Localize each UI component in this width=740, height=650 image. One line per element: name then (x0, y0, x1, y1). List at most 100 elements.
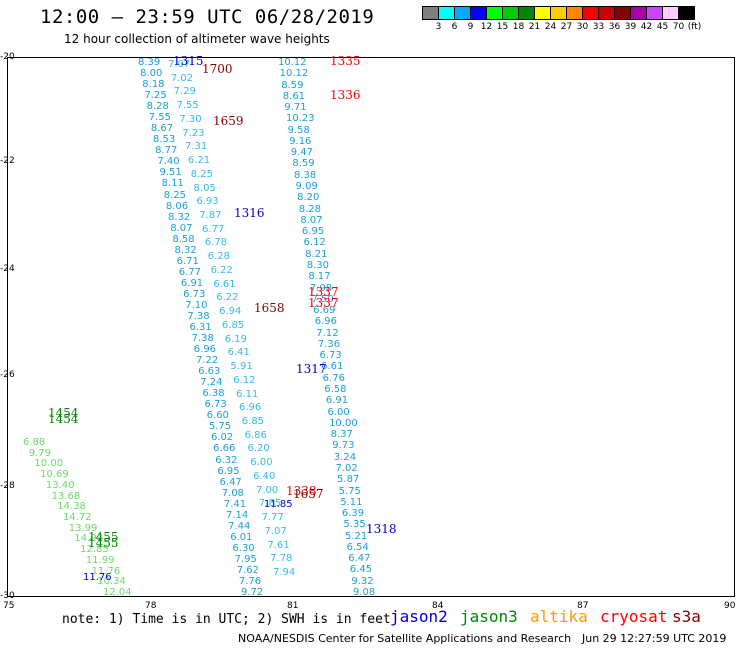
wave-height-value: 7.55 (176, 100, 199, 112)
color-scale-label: 36 (608, 22, 621, 32)
color-swatch (470, 6, 487, 20)
color-scale-label: 42 (640, 22, 653, 32)
wave-height-value: 10.00 (34, 458, 64, 470)
pass-number-label: 1657 (293, 487, 324, 501)
wave-height-value: 6.91 (180, 277, 204, 289)
color-scale-label: 12 (480, 22, 493, 32)
wave-height-value: 6.00 (327, 406, 350, 418)
wave-height-value: 6.01 (230, 531, 253, 543)
wave-height-value: 8.07 (300, 214, 323, 226)
pass-number-label: 1454 (48, 412, 79, 426)
wave-height-value: 8.32 (174, 244, 197, 256)
wave-height-value: 9.79 (28, 447, 51, 459)
wave-height-value: 6.40 (253, 470, 276, 482)
wave-height-value: 6.69 (313, 305, 336, 317)
wave-height-value: 7.14 (225, 509, 249, 521)
wave-height-value: 6.45 (349, 564, 373, 576)
wave-height-value: 11.99 (85, 554, 115, 566)
wave-height-value: 6.60 (206, 410, 229, 422)
wave-height-value: 6.19 (224, 333, 248, 345)
wave-height-value: 6.91 (325, 395, 349, 407)
wave-height-value: 9.51 (159, 167, 182, 179)
color-scale-label: 33 (592, 22, 605, 32)
wave-height-value: 7.98 (309, 282, 333, 294)
pass-number-label: 1658 (254, 301, 285, 315)
wave-height-value: 7.02 (335, 462, 358, 474)
wave-height-value: 11.76 (83, 572, 112, 583)
wave-height-value: 7.25 (144, 90, 167, 102)
color-scale-label: 27 (560, 22, 573, 32)
color-swatch (534, 6, 551, 20)
wave-height-value: 6.22 (216, 292, 239, 304)
wave-height-value: 5.87 (337, 474, 360, 486)
color-swatch (550, 6, 567, 20)
wave-height-value: 9.71 (284, 102, 307, 114)
wave-height-value: 13.99 (68, 522, 98, 534)
pass-number-label: 1337 (308, 285, 339, 299)
legend-entry: cryosat (600, 607, 668, 626)
wave-height-value: 8.18 (142, 79, 165, 91)
wave-height-value: 7.44 (228, 520, 251, 532)
wave-height-value: 12.85 (80, 544, 109, 556)
wave-height-value: 9.58 (287, 124, 310, 136)
wave-height-value: 6.96 (193, 344, 217, 356)
wave-height-value: 6.12 (303, 237, 326, 249)
wave-height-value: 6.73 (183, 288, 206, 300)
wave-height-value: 6.20 (247, 443, 270, 455)
wave-height-value: 6.96 (238, 402, 262, 414)
wave-height-value: 7.40 (157, 156, 180, 168)
wave-height-value: 6.96 (314, 316, 337, 328)
wave-height-value: 6.66 (213, 443, 236, 455)
wave-height-value: 8.06 (165, 200, 189, 212)
wave-height-value: 6.41 (227, 347, 250, 359)
wave-height-value: 6.54 (346, 541, 369, 553)
y-tick-label: -28 (0, 481, 15, 491)
wave-height-value: 6.76 (322, 372, 345, 384)
color-scale-label: 21 (528, 22, 541, 32)
wave-height-value: 8.25 (163, 189, 187, 201)
wave-height-value: 8.38 (293, 169, 317, 181)
footer-timestamp: Jun 29 12:27:59 UTC 2019 (582, 632, 727, 645)
wave-height-value: 6.77 (178, 266, 202, 278)
wave-height-value: 7.29 (173, 86, 196, 98)
wave-height-value: 7.07 (168, 59, 191, 70)
wave-height-value: 6.85 (241, 415, 265, 427)
pass-number-label: 1316 (234, 206, 265, 220)
wave-height-value: 7.38 (187, 310, 210, 322)
pass-number-label: 1318 (366, 522, 397, 536)
wave-height-value: 6.31 (189, 322, 212, 333)
wave-height-value: 6.11 (236, 388, 259, 400)
wave-height-value: 9.73 (332, 440, 355, 452)
y-tick-label: -24 (0, 264, 15, 274)
pass-number-label: 1700 (202, 62, 233, 76)
wave-height-value: 6.47 (348, 553, 371, 565)
wave-height-value: 14.90 (74, 533, 104, 545)
x-tick-label: 90 (724, 601, 736, 611)
wave-height-value: 9.32 (351, 575, 374, 587)
wave-height-value: 7.00 (255, 484, 279, 496)
wave-height-value: 8.21 (305, 248, 328, 260)
x-tick-label: 81 (287, 601, 299, 611)
color-scale-label: 45 (656, 22, 669, 32)
pass-number-label: 1338 (286, 484, 317, 498)
wave-height-value: 12.04 (103, 587, 132, 598)
wave-height-value: 14.72 (63, 512, 92, 523)
wave-height-value: 6.00 (250, 457, 273, 469)
y-tick-label: -22 (0, 156, 15, 166)
wave-height-value: 8.25 (190, 168, 213, 180)
wave-height-value: 6.88 (23, 437, 46, 448)
wave-height-value: 8.67 (150, 123, 174, 135)
wave-height-value: 8.53 (153, 134, 176, 146)
map-frame: 8.39 8.00 8.18 7.25 8.28 7.55 8.67 8.53 8.77 7.40… (7, 54, 735, 598)
wave-height-value: 8.07 (170, 222, 193, 234)
wave-height-value: 7.10 (185, 299, 208, 311)
wave-height-value: 13.68 (51, 490, 81, 502)
wave-height-value: 11.85 (264, 499, 293, 510)
x-tick-label: 84 (432, 601, 444, 611)
pass-number-label: 1335 (330, 54, 361, 68)
wave-height-value: 7.41 (223, 498, 247, 510)
pass-number-label: 1315 (173, 54, 204, 68)
color-swatch (662, 6, 679, 20)
color-scale-label: 70 (672, 22, 685, 32)
wave-height-value: 9.72 (241, 587, 264, 598)
